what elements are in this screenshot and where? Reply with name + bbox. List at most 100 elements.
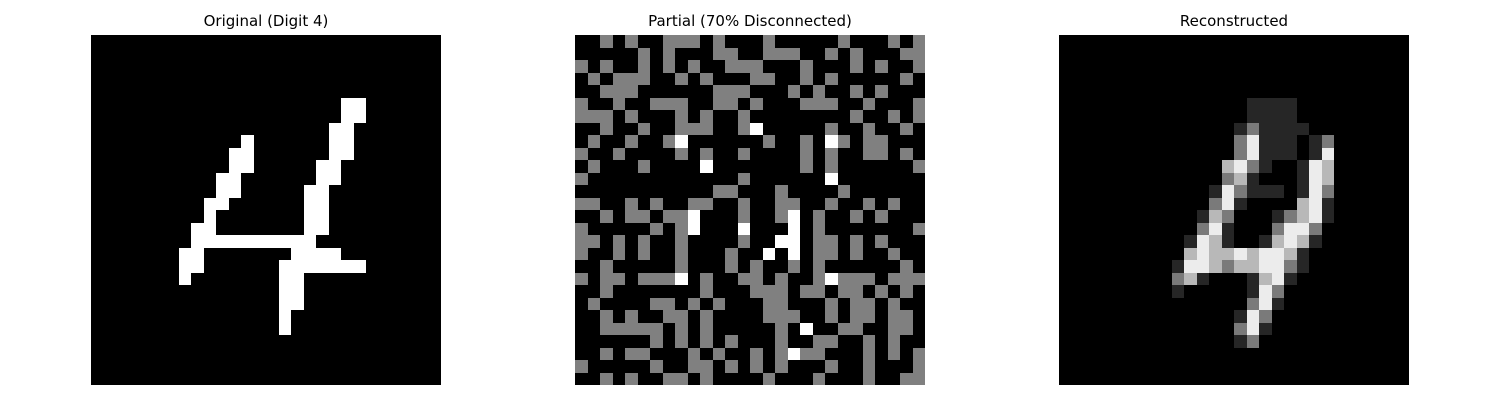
pixel	[128, 35, 141, 48]
pixel	[153, 160, 166, 173]
pixel	[103, 272, 116, 285]
pixel	[587, 297, 600, 310]
pixel	[216, 60, 229, 73]
pixel	[1171, 47, 1184, 60]
pixel	[862, 335, 875, 348]
pixel	[1359, 35, 1372, 48]
pixel	[875, 47, 888, 60]
pixel	[266, 35, 279, 48]
pixel	[775, 97, 788, 110]
pixel	[725, 322, 738, 335]
pixel	[241, 222, 254, 235]
pixel	[1309, 310, 1322, 323]
pixel	[328, 272, 341, 285]
pixel	[1071, 122, 1084, 135]
pixel	[403, 97, 416, 110]
pixel	[241, 147, 254, 160]
pixel	[303, 197, 316, 210]
pixel	[1234, 147, 1247, 160]
pixel	[637, 35, 650, 48]
pixel	[316, 172, 329, 185]
pixel	[1196, 135, 1209, 148]
pixel	[612, 372, 625, 385]
pixel	[1209, 335, 1222, 348]
pixel	[303, 185, 316, 198]
pixel	[353, 35, 366, 48]
pixel	[687, 185, 700, 198]
pixel	[700, 60, 713, 73]
pixel	[737, 135, 750, 148]
pixel	[1271, 172, 1284, 185]
pixel	[178, 110, 191, 123]
pixel	[762, 260, 775, 273]
pixel	[91, 372, 104, 385]
pixel	[587, 247, 600, 260]
pixel	[1284, 347, 1297, 360]
pixel	[1221, 135, 1234, 148]
pixel	[1259, 72, 1272, 85]
pixel	[153, 60, 166, 73]
pixel	[1196, 197, 1209, 210]
pixel	[575, 85, 588, 98]
pixel	[1184, 210, 1197, 223]
pixel	[1309, 272, 1322, 285]
pixel	[116, 122, 129, 135]
pixel	[278, 97, 291, 110]
pixel	[1059, 347, 1072, 360]
pixel	[303, 322, 316, 335]
pixel	[1146, 235, 1159, 248]
pixel	[1359, 147, 1372, 160]
pixel	[103, 135, 116, 148]
pixel	[587, 210, 600, 223]
pixel	[862, 360, 875, 373]
pixel	[228, 122, 241, 135]
pixel	[900, 260, 913, 273]
pixel	[775, 160, 788, 173]
pixel	[1384, 247, 1397, 260]
pixel	[116, 372, 129, 385]
pixel	[587, 285, 600, 298]
pixel	[1371, 322, 1384, 335]
pixel	[1109, 35, 1122, 48]
pixel	[216, 85, 229, 98]
pixel	[812, 310, 825, 323]
pixel	[650, 72, 663, 85]
pixel	[587, 372, 600, 385]
pixel	[366, 97, 379, 110]
pixel	[812, 35, 825, 48]
pixel	[900, 110, 913, 123]
pixel	[1271, 35, 1284, 48]
pixel	[1246, 372, 1259, 385]
pixel	[675, 97, 688, 110]
pixel	[1296, 260, 1309, 273]
pixel	[1209, 297, 1222, 310]
pixel	[1146, 360, 1159, 373]
pixel	[341, 347, 354, 360]
pixel	[1096, 47, 1109, 60]
pixel	[1209, 310, 1222, 323]
pixel	[128, 160, 141, 173]
pixel	[128, 172, 141, 185]
pixel	[750, 247, 763, 260]
pixel	[1171, 160, 1184, 173]
pixel	[800, 310, 813, 323]
pixel	[1196, 247, 1209, 260]
pixel	[887, 360, 900, 373]
pixel	[1096, 260, 1109, 273]
pixel	[1384, 272, 1397, 285]
pixel	[1109, 85, 1122, 98]
pixel	[887, 160, 900, 173]
pixel	[587, 222, 600, 235]
pixel	[166, 110, 179, 123]
pixel	[700, 160, 713, 173]
pixel	[875, 122, 888, 135]
pixel	[800, 85, 813, 98]
pixel	[1146, 272, 1159, 285]
pixel	[278, 147, 291, 160]
pixel	[650, 310, 663, 323]
pixel	[1134, 210, 1147, 223]
pixel	[700, 197, 713, 210]
pixel	[1234, 347, 1247, 360]
pixel	[625, 47, 638, 60]
pixel	[128, 347, 141, 360]
